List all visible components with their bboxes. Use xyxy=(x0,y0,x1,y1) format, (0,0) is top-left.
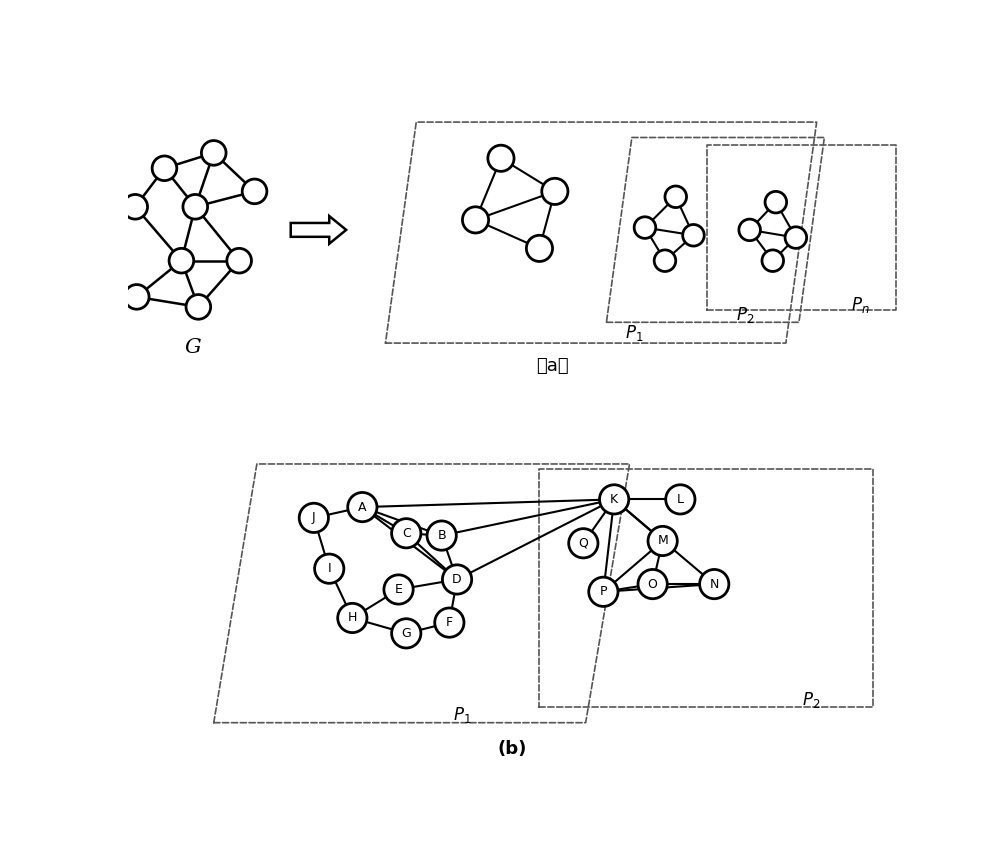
Text: G: G xyxy=(185,338,201,357)
Text: F: F xyxy=(446,616,453,629)
Text: E: E xyxy=(395,583,402,596)
Text: $P_n$: $P_n$ xyxy=(851,295,870,315)
Circle shape xyxy=(435,608,464,638)
Text: G: G xyxy=(401,626,411,640)
Text: I: I xyxy=(327,562,331,575)
Circle shape xyxy=(765,191,787,213)
Text: D: D xyxy=(452,573,462,586)
Circle shape xyxy=(201,141,226,165)
Circle shape xyxy=(762,250,784,272)
Text: B: B xyxy=(437,529,446,542)
Circle shape xyxy=(739,219,760,241)
Circle shape xyxy=(227,249,251,273)
Circle shape xyxy=(384,575,413,604)
Text: H: H xyxy=(348,612,357,625)
Circle shape xyxy=(299,503,328,532)
Circle shape xyxy=(700,569,729,599)
Text: N: N xyxy=(710,578,719,590)
Text: $P_1$: $P_1$ xyxy=(453,705,472,725)
Text: P: P xyxy=(600,585,607,598)
Text: （a）: （a） xyxy=(536,357,569,375)
Text: $P_2$: $P_2$ xyxy=(736,304,754,325)
Text: Q: Q xyxy=(578,536,588,550)
Circle shape xyxy=(392,619,421,648)
Text: $P_2$: $P_2$ xyxy=(802,690,820,710)
Circle shape xyxy=(242,179,267,204)
Circle shape xyxy=(526,236,553,261)
Circle shape xyxy=(427,521,456,550)
Text: A: A xyxy=(358,500,367,513)
Circle shape xyxy=(338,603,367,632)
FancyArrow shape xyxy=(291,216,346,243)
Text: (b): (b) xyxy=(498,740,527,758)
Circle shape xyxy=(488,145,514,171)
Circle shape xyxy=(569,529,598,558)
Text: C: C xyxy=(402,527,411,540)
Circle shape xyxy=(542,178,568,205)
Text: $P_1$: $P_1$ xyxy=(625,323,643,343)
Circle shape xyxy=(169,249,194,273)
Text: K: K xyxy=(610,493,618,506)
Circle shape xyxy=(183,195,208,219)
Circle shape xyxy=(634,217,656,238)
Circle shape xyxy=(785,227,807,249)
Circle shape xyxy=(638,569,667,599)
Circle shape xyxy=(654,250,676,272)
Circle shape xyxy=(152,156,177,181)
Circle shape xyxy=(683,225,704,246)
Circle shape xyxy=(315,554,344,584)
Circle shape xyxy=(589,577,618,607)
Text: O: O xyxy=(648,578,658,590)
Circle shape xyxy=(600,485,629,514)
Text: M: M xyxy=(657,535,668,548)
Circle shape xyxy=(665,186,687,207)
Circle shape xyxy=(123,195,148,219)
Circle shape xyxy=(666,485,695,514)
Circle shape xyxy=(648,526,677,555)
Circle shape xyxy=(462,207,489,233)
Text: L: L xyxy=(677,493,684,506)
Circle shape xyxy=(392,518,421,548)
Circle shape xyxy=(348,493,377,522)
Text: J: J xyxy=(312,512,316,524)
Circle shape xyxy=(442,565,472,594)
Circle shape xyxy=(124,285,149,309)
Circle shape xyxy=(186,295,211,319)
